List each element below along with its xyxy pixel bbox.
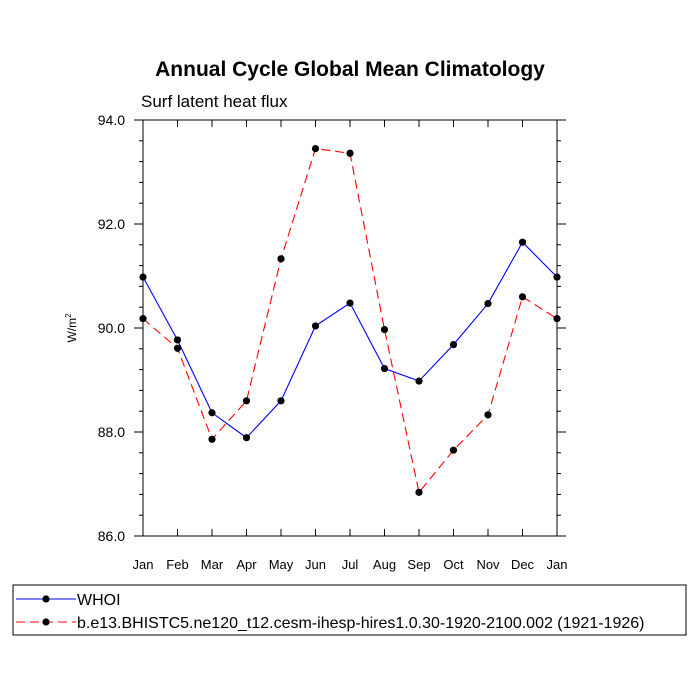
x-tick-label: Nov [476,557,500,572]
series-1-point [208,435,216,443]
series-0-point [139,273,147,281]
y-axis-label-unit: W/m [65,318,79,343]
series-0-point [484,299,492,308]
series-0-point [553,273,561,281]
x-tick-label: Oct [443,557,464,572]
chart-subtitle: Surf latent heat flux [141,92,288,111]
y-tick-label: 90.0 [98,320,125,336]
series-layer [139,145,561,496]
series-0-point [277,397,285,405]
series-0-point [346,299,354,307]
x-tick-label: Apr [236,557,257,572]
x-tick-label: Jul [342,557,359,572]
series-1-point [415,488,423,496]
series-0-point [208,409,216,417]
x-tick-label: Jan [133,557,154,572]
legend-marker-1 [42,618,50,626]
series-1-point [311,145,320,153]
legend-label-0: WHOI [77,592,121,609]
ticks-layer: Jan Feb Mar Apr May Jun Jul Aug Sep Oct Nov Dec Jan 8… [98,112,568,572]
x-tick-label: Feb [166,557,188,572]
x-tick-label: May [269,557,294,572]
y-axis-label-exponent: 2 [64,313,73,318]
series-1-point [380,325,389,334]
series-1-point [173,344,182,352]
chart-title: Annual Cycle Global Mean Climatology [155,58,545,81]
x-tick-label: Dec [511,557,535,572]
series-0-point [242,434,251,442]
y-tick-label: 92.0 [98,216,125,232]
series-1-point [449,446,458,454]
legend-box [12,584,687,636]
series-1-point [242,397,251,405]
plot-frame [142,119,558,537]
series-1-point [346,149,354,157]
y-tick-label: 94.0 [98,112,125,128]
legend-label-1: b.e13.BHISTC5.ne120_t12.cesm-ihesp-hires… [77,615,644,632]
series-line-1 [142,147,558,494]
series-0-point [173,336,182,344]
y-tick-label: 88.0 [98,424,125,440]
series-1-point [518,293,527,301]
legend: WHOI b.e13.BHISTC5.ne120_t12.cesm-ihesp-h… [12,584,687,636]
series-0-point [380,364,389,373]
series-line-0 [142,241,558,439]
x-tick-label: Jan [547,557,568,572]
x-tick-label: Jun [305,557,326,572]
series-0-point [311,322,320,330]
series-1-point [139,315,147,323]
series-1-point [553,315,561,323]
x-tick-label: Sep [407,557,430,572]
series-0-point [518,238,527,246]
series-1-point [277,255,285,263]
x-tick-label: Aug [373,557,396,572]
x-tick-label: Mar [201,557,224,572]
series-0-point [415,377,423,385]
y-tick-label: 86.0 [98,528,125,544]
y-axis-label: W/m2 [64,313,79,343]
legend-marker-0 [42,595,50,603]
series-1-point [484,411,492,419]
series-0-point [449,341,458,349]
